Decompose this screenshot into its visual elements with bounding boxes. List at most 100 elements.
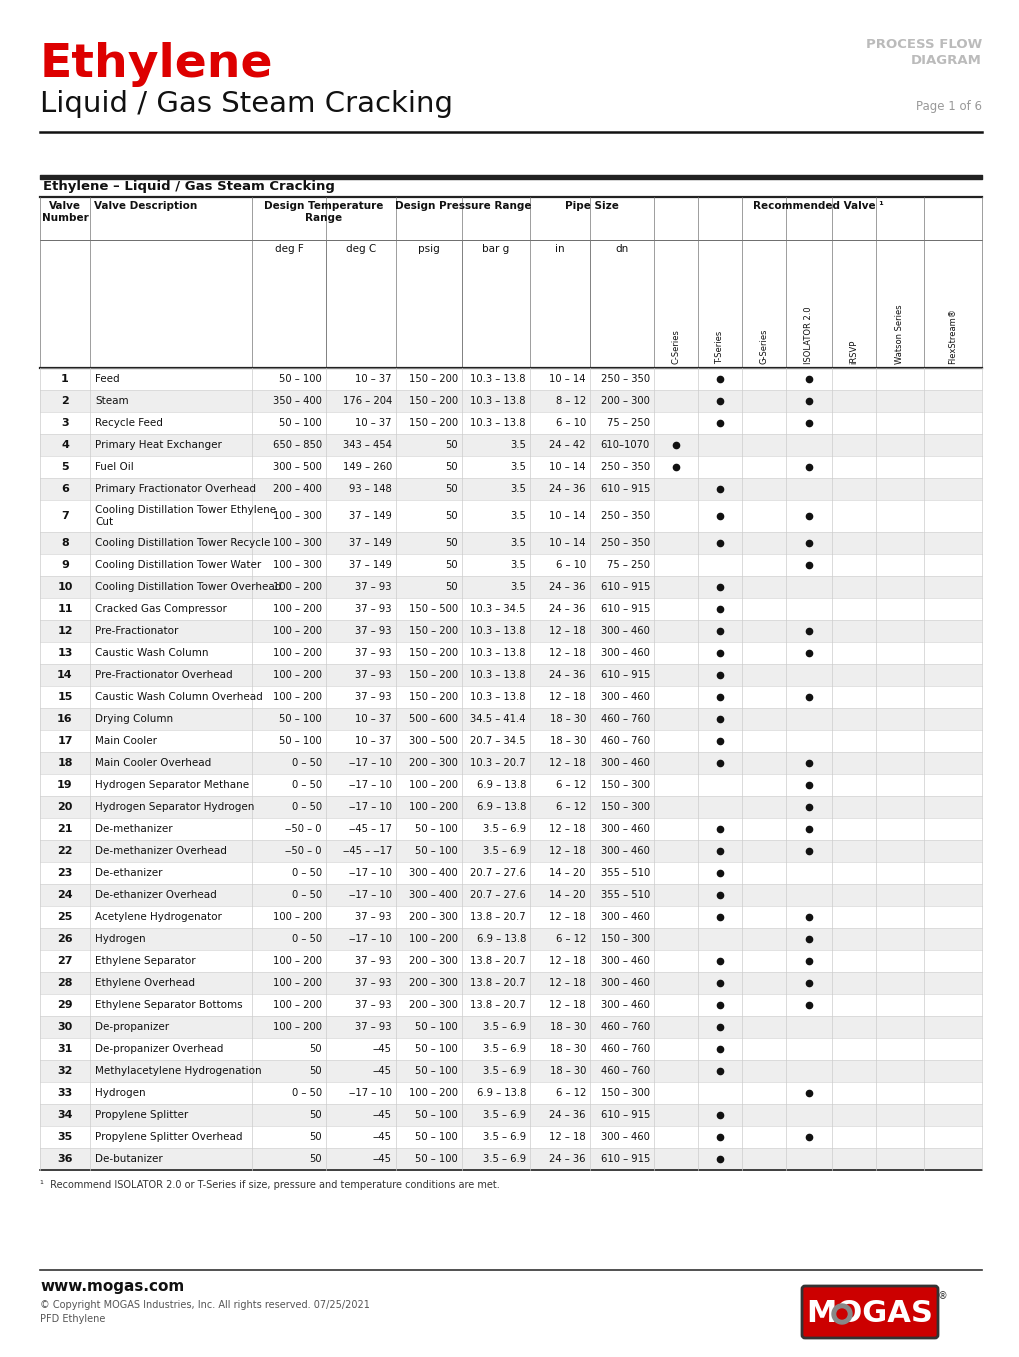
Text: 6.9 – 13.8: 6.9 – 13.8 [476, 802, 526, 811]
Bar [40, 368, 981, 389]
Text: 0 – 50: 0 – 50 [291, 890, 322, 900]
Text: 93 – 148: 93 – 148 [348, 484, 391, 494]
Bar [40, 478, 981, 499]
Bar [40, 950, 981, 972]
Text: 100 – 200: 100 – 200 [273, 1022, 322, 1033]
Text: 250 – 350: 250 – 350 [600, 512, 649, 521]
Text: 50 – 100: 50 – 100 [279, 714, 322, 725]
Bar [40, 554, 981, 575]
Text: Hydrogen: Hydrogen [95, 934, 146, 944]
Text: 355 – 510: 355 – 510 [600, 890, 649, 900]
Bar [40, 883, 981, 906]
Text: 37 – 93: 37 – 93 [356, 670, 391, 680]
Text: ‒45: ‒45 [373, 1132, 391, 1143]
Text: 2: 2 [61, 396, 69, 406]
Text: 100 – 200: 100 – 200 [273, 604, 322, 613]
Text: 32: 32 [57, 1067, 72, 1076]
Text: 17: 17 [57, 735, 72, 746]
Text: Recycle Feed: Recycle Feed [95, 418, 163, 427]
Text: 100 – 300: 100 – 300 [273, 560, 322, 570]
Text: 3.5: 3.5 [510, 560, 526, 570]
Text: Ethylene Separator Bottoms: Ethylene Separator Bottoms [95, 1000, 243, 1010]
Text: ‒17 – 10: ‒17 – 10 [348, 890, 391, 900]
Text: 200 – 300: 200 – 300 [600, 396, 649, 406]
Text: 50 – 100: 50 – 100 [415, 1153, 458, 1164]
Text: 37 – 93: 37 – 93 [356, 912, 391, 921]
Text: 100 – 200: 100 – 200 [409, 934, 458, 944]
Text: 3.5 – 6.9: 3.5 – 6.9 [482, 1067, 526, 1076]
Text: Hydrogen Separator Methane: Hydrogen Separator Methane [95, 780, 249, 790]
Text: 150 – 300: 150 – 300 [600, 934, 649, 944]
Text: 50: 50 [445, 537, 458, 548]
Bar [40, 1060, 981, 1082]
Text: 28: 28 [57, 978, 72, 988]
Text: 6.9 – 13.8: 6.9 – 13.8 [476, 1088, 526, 1098]
Text: 37 – 93: 37 – 93 [356, 649, 391, 658]
Text: Design Pressure Range: Design Pressure Range [394, 201, 531, 210]
Text: 12 – 18: 12 – 18 [549, 1132, 586, 1143]
Text: 3.5 – 6.9: 3.5 – 6.9 [482, 1022, 526, 1033]
Text: 1: 1 [61, 375, 69, 384]
Text: 200 – 300: 200 – 300 [409, 759, 458, 768]
Text: 24 – 36: 24 – 36 [549, 670, 586, 680]
Text: De-methanizer Overhead: De-methanizer Overhead [95, 845, 226, 856]
Text: 24 – 36: 24 – 36 [549, 1110, 586, 1120]
Text: 21: 21 [57, 824, 72, 835]
Bar [40, 456, 981, 478]
Text: 50: 50 [309, 1067, 322, 1076]
Text: 6.9 – 13.8: 6.9 – 13.8 [476, 934, 526, 944]
Text: 100 – 200: 100 – 200 [273, 649, 322, 658]
Text: 34: 34 [57, 1110, 72, 1120]
Text: ‒17 – 10: ‒17 – 10 [348, 780, 391, 790]
Text: ‒45: ‒45 [373, 1067, 391, 1076]
Text: 3.5 – 6.9: 3.5 – 6.9 [482, 845, 526, 856]
Text: 3.5 – 6.9: 3.5 – 6.9 [482, 1110, 526, 1120]
Text: Liquid / Gas Steam Cracking: Liquid / Gas Steam Cracking [40, 90, 452, 118]
Text: Ethylene: Ethylene [40, 42, 273, 87]
Text: 35: 35 [57, 1132, 72, 1143]
Text: ‒45: ‒45 [373, 1153, 391, 1164]
Text: 300 – 460: 300 – 460 [600, 692, 649, 702]
Text: 50: 50 [445, 560, 458, 570]
Text: 12 – 18: 12 – 18 [549, 824, 586, 835]
Text: ‒45: ‒45 [373, 1110, 391, 1120]
Bar [40, 773, 981, 797]
Text: 100 – 300: 100 – 300 [273, 512, 322, 521]
Text: 6 – 12: 6 – 12 [555, 1088, 586, 1098]
Bar [40, 687, 981, 708]
Text: 460 – 760: 460 – 760 [600, 1022, 649, 1033]
Text: 100 – 300: 100 – 300 [273, 537, 322, 548]
Text: ‒17 – 10: ‒17 – 10 [348, 1088, 391, 1098]
Text: 0 – 50: 0 – 50 [291, 934, 322, 944]
Text: 20.7 – 34.5: 20.7 – 34.5 [470, 735, 526, 746]
Text: 37 – 149: 37 – 149 [348, 560, 391, 570]
Text: 16: 16 [57, 714, 72, 725]
Bar [40, 532, 981, 554]
Text: 29: 29 [57, 1000, 72, 1010]
Text: 50 – 100: 50 – 100 [279, 418, 322, 427]
Text: 460 – 760: 460 – 760 [600, 1044, 649, 1054]
Text: 50: 50 [309, 1132, 322, 1143]
Bar [40, 730, 981, 752]
Text: 26: 26 [57, 934, 72, 944]
Text: 12 – 18: 12 – 18 [549, 1000, 586, 1010]
Text: 12 – 18: 12 – 18 [549, 955, 586, 966]
Text: ‒50 – 0: ‒50 – 0 [285, 845, 322, 856]
Text: 19: 19 [57, 780, 72, 790]
Text: psig: psig [418, 244, 439, 254]
Text: 13.8 – 20.7: 13.8 – 20.7 [470, 1000, 526, 1010]
Bar [40, 993, 981, 1016]
Text: Cooling Distillation Tower Water: Cooling Distillation Tower Water [95, 560, 261, 570]
Text: Caustic Wash Column Overhead: Caustic Wash Column Overhead [95, 692, 263, 702]
Text: 10 – 14: 10 – 14 [549, 375, 586, 384]
Text: 37 – 93: 37 – 93 [356, 604, 391, 613]
Text: Cooling Distillation Tower Ethylene
Cut: Cooling Distillation Tower Ethylene Cut [95, 505, 276, 527]
Bar [40, 708, 981, 730]
Bar [40, 928, 981, 950]
Text: 150 – 300: 150 – 300 [600, 802, 649, 811]
Text: ISOLATOR 2.0: ISOLATOR 2.0 [804, 307, 813, 364]
Text: 25: 25 [57, 912, 72, 921]
Text: Feed: Feed [95, 375, 119, 384]
Text: deg F: deg F [274, 244, 303, 254]
Text: 3.5 – 6.9: 3.5 – 6.9 [482, 1044, 526, 1054]
